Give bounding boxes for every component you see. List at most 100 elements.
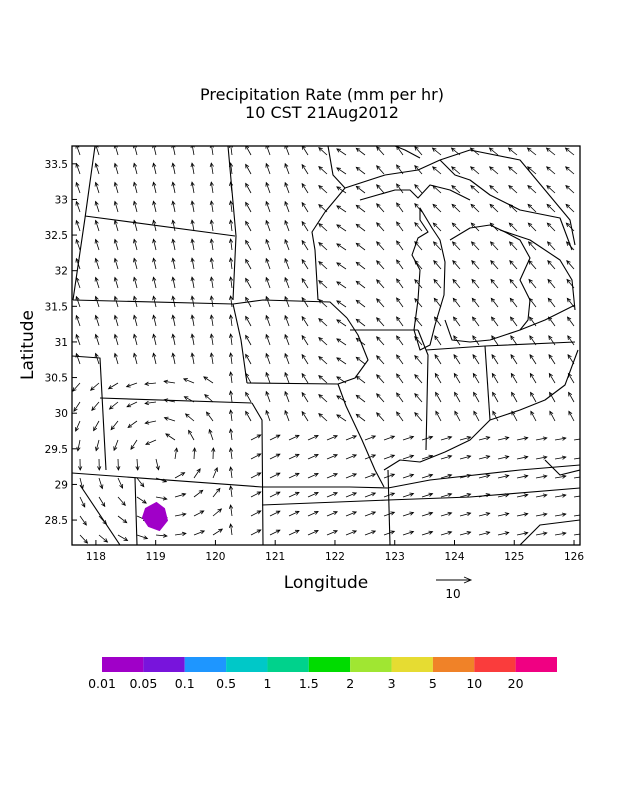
wind-vector	[414, 183, 423, 194]
wind-vector	[228, 219, 234, 232]
wind-vector	[376, 184, 385, 194]
lake-erie	[519, 304, 576, 331]
wind-vector	[564, 166, 575, 175]
wind-vector	[265, 257, 271, 270]
wind-vector	[190, 295, 195, 308]
wind-vector	[184, 413, 195, 422]
wind-vector	[414, 354, 423, 365]
wind-vector	[152, 257, 157, 270]
wind-vector	[228, 409, 234, 422]
wind-vector	[440, 454, 453, 460]
y-tick-label: 30	[55, 408, 68, 420]
wind-vector	[245, 182, 252, 194]
wind-vector	[75, 314, 81, 327]
wind-vector	[174, 531, 187, 536]
wind-vector	[491, 353, 499, 365]
wind-vector	[565, 222, 575, 232]
wind-vector	[75, 238, 81, 251]
wind-vector	[336, 167, 347, 175]
y-tick-label: 33	[55, 194, 68, 206]
wind-vector	[284, 333, 290, 346]
wind-vector	[546, 184, 556, 194]
wind-vector	[535, 474, 548, 479]
wind-vector	[245, 220, 252, 232]
wind-vector	[364, 511, 377, 517]
wind-vector	[75, 295, 81, 308]
wind-vector	[174, 472, 186, 479]
wind-vector	[265, 352, 271, 365]
wind-vector	[459, 511, 472, 517]
wind-vector	[165, 433, 176, 441]
colorbar-swatch	[350, 657, 392, 672]
wind-vector	[117, 477, 124, 489]
wind-vector	[307, 435, 319, 441]
wind-vector	[345, 511, 358, 517]
wind-vector	[376, 412, 385, 422]
wind-vector	[209, 314, 214, 327]
wind-vector	[269, 510, 281, 517]
wind-vector	[94, 162, 100, 175]
wind-vector	[117, 496, 126, 506]
border-line	[72, 472, 263, 488]
wind-vector	[345, 435, 358, 441]
x-tick-label: 118	[86, 551, 106, 563]
wind-vector	[126, 401, 138, 408]
wind-vector	[228, 352, 234, 365]
wind-vector	[171, 314, 176, 327]
wind-vector	[472, 335, 480, 346]
wind-vector	[94, 257, 100, 270]
wind-vector	[265, 181, 271, 194]
wind-vector	[547, 278, 556, 289]
wind-vector	[174, 492, 187, 498]
wind-vector	[205, 411, 214, 422]
wind-vector	[301, 410, 309, 422]
wind-vector	[497, 512, 510, 517]
y-tick-label: 33.5	[45, 159, 68, 171]
colorbar-swatch	[226, 657, 268, 672]
wind-vector	[355, 356, 366, 365]
wind-vector	[489, 184, 499, 194]
wind-vector	[396, 240, 404, 251]
wind-vector	[355, 261, 366, 270]
wind-vector	[336, 281, 347, 289]
wind-vector	[472, 372, 480, 384]
border-line	[337, 317, 385, 488]
wind-vector	[451, 222, 461, 232]
wind-vector	[95, 439, 100, 452]
wind-vector	[171, 181, 176, 194]
wind-vector	[135, 458, 140, 471]
wind-vector	[301, 334, 309, 346]
wind-vector	[245, 315, 252, 327]
border-line	[484, 345, 491, 421]
wind-vector	[89, 382, 100, 391]
wind-vector	[269, 472, 281, 479]
wind-vector	[155, 496, 168, 501]
wind-vector	[116, 458, 121, 471]
border-line	[134, 477, 138, 545]
wind-vector	[301, 239, 309, 251]
colorbar-swatch	[391, 657, 433, 672]
wind-vector	[355, 147, 366, 156]
wind-vector	[318, 393, 328, 403]
wind-vector	[509, 297, 518, 308]
wind-vector	[421, 511, 434, 517]
wind-vector	[284, 257, 290, 270]
wind-vector	[301, 220, 309, 232]
wind-vector	[355, 299, 366, 308]
wind-vector	[535, 512, 548, 517]
wind-vector	[155, 458, 160, 471]
wind-vector	[209, 219, 214, 232]
precipitation-cells	[141, 501, 169, 532]
wind-vector	[188, 429, 195, 441]
wind-vector	[284, 352, 290, 365]
wind-vector	[250, 491, 262, 498]
wind-vector	[452, 278, 461, 289]
wind-vector	[414, 278, 423, 289]
wind-vector	[355, 223, 366, 232]
wind-vector	[508, 184, 518, 194]
wind-vector	[209, 181, 214, 194]
wind-vector	[245, 258, 252, 270]
wind-vector	[527, 184, 537, 194]
wind-vector	[434, 353, 442, 365]
